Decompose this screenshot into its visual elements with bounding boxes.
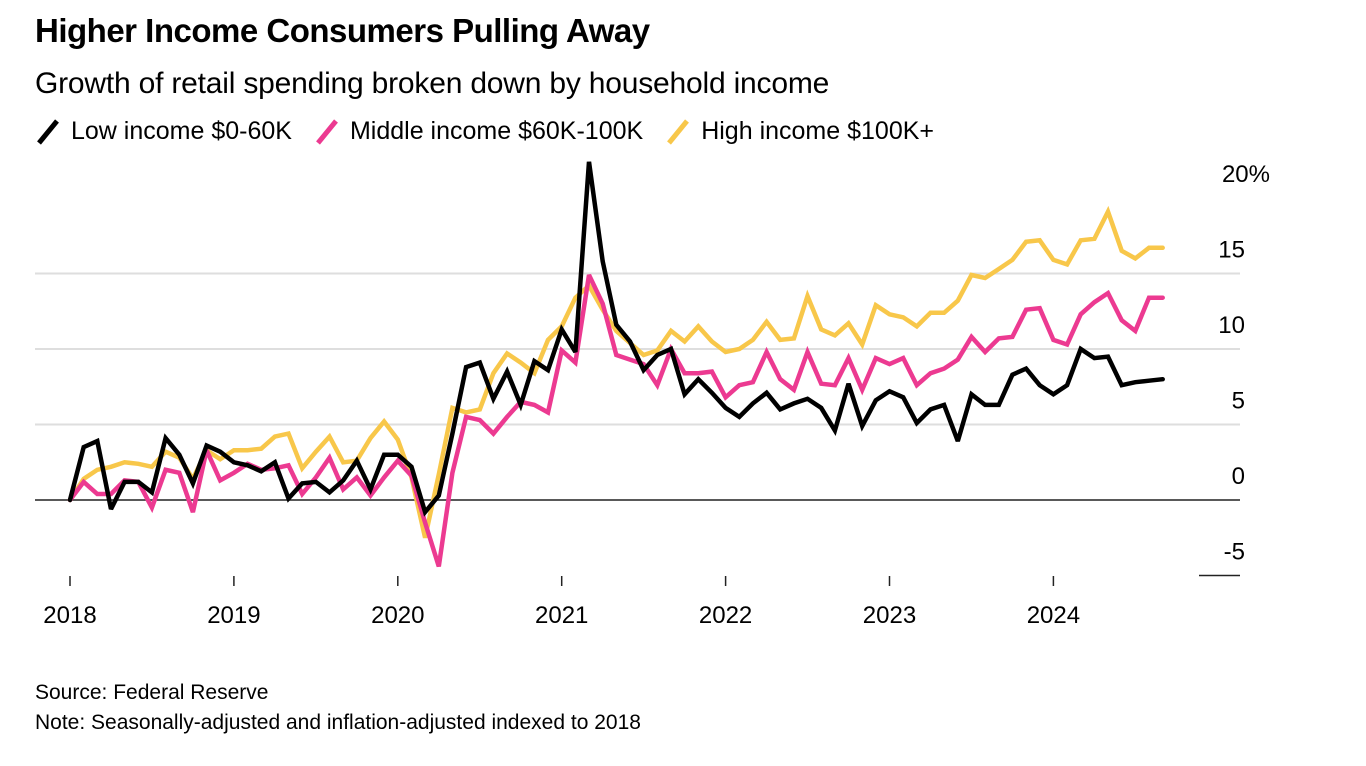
y-tick-label: 15 <box>1218 237 1245 264</box>
chart-subtitle: Growth of retail spending broken down by… <box>35 67 830 100</box>
x-tick-label: 2020 <box>371 602 424 629</box>
legend-label: Low income $0-60K <box>71 117 292 145</box>
legend-label: Middle income $60K-100K <box>349 117 644 145</box>
x-tick-label: 2023 <box>863 602 916 629</box>
legend-item-high-income: High income $100K+ <box>665 117 934 146</box>
x-tick-label: 2018 <box>43 602 96 629</box>
slash-line-icon <box>667 118 690 145</box>
slash-line-icon <box>316 118 338 145</box>
slash-line-icon <box>37 118 59 145</box>
footer: Source: Federal Reserve Note: Seasonally… <box>35 678 641 738</box>
legend-item-low-income: Low income $0-60K <box>35 117 292 146</box>
x-tick-label: 2022 <box>699 602 752 629</box>
y-tick-label: 0 <box>1232 463 1245 490</box>
y-tick-label: -5 <box>1224 539 1245 566</box>
series-line-low-income <box>67 161 1165 517</box>
x-tick-label: 2019 <box>207 602 260 629</box>
y-tick-label: 20% <box>1222 161 1270 188</box>
source-note: Source: Federal Reserve <box>35 681 269 704</box>
y-tick-label: 10 <box>1218 312 1245 339</box>
x-tick-label: 2021 <box>535 602 588 629</box>
y-tick-label: 5 <box>1232 388 1245 415</box>
legend-item-middle-income: Middle income $60K-100K <box>314 117 643 146</box>
legend-label: High income $100K+ <box>701 117 934 145</box>
chart-title: Higher Income Consumers Pulling Away <box>35 12 650 49</box>
x-tick-label: 2024 <box>1027 602 1080 629</box>
legend: Low income $0-60K Middle income $60K-100… <box>35 117 956 146</box>
series-line-high-income <box>67 205 1165 539</box>
methodology-note: Note: Seasonally-adjusted and inflation-… <box>35 711 641 734</box>
